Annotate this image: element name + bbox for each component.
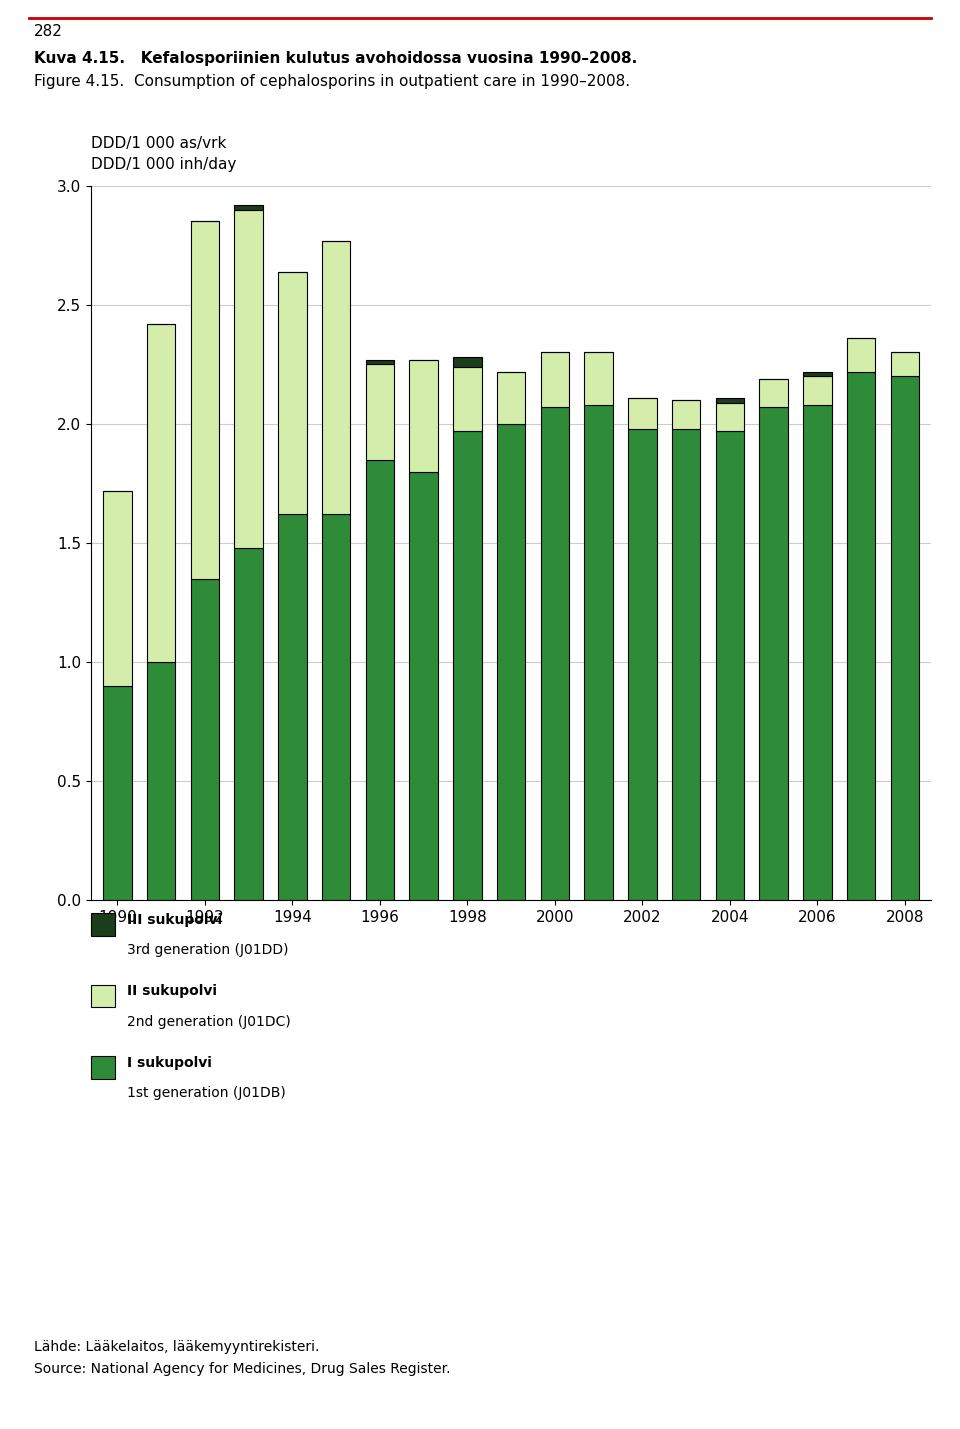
Bar <box>322 240 350 514</box>
Text: DDD/1 000 inh/day: DDD/1 000 inh/day <box>91 157 236 171</box>
Bar <box>716 403 744 432</box>
Bar <box>716 432 744 900</box>
Bar <box>366 364 395 460</box>
Text: 1st generation (J01DB): 1st generation (J01DB) <box>127 1086 285 1100</box>
Bar <box>891 376 919 900</box>
Bar <box>410 472 438 900</box>
Bar <box>759 407 788 900</box>
Text: Figure 4.15.  Consumption of cephalosporins in outpatient care in 1990–2008.: Figure 4.15. Consumption of cephalospori… <box>34 74 630 89</box>
Bar <box>322 514 350 900</box>
Bar <box>234 547 263 900</box>
Bar <box>672 400 701 429</box>
Bar <box>585 404 612 900</box>
Bar <box>847 372 876 900</box>
Bar <box>366 360 395 364</box>
Bar <box>191 221 219 579</box>
Text: I sukupolvi: I sukupolvi <box>127 1056 211 1070</box>
Bar <box>759 379 788 407</box>
Bar <box>497 424 525 900</box>
Bar <box>234 210 263 547</box>
Bar <box>453 432 482 900</box>
Text: 282: 282 <box>34 24 62 39</box>
Text: 2nd generation (J01DC): 2nd generation (J01DC) <box>127 1015 291 1029</box>
Bar <box>540 407 569 900</box>
Bar <box>804 404 831 900</box>
Bar <box>366 460 395 900</box>
Bar <box>540 353 569 407</box>
Bar <box>628 397 657 429</box>
Bar <box>672 429 701 900</box>
Text: Source: National Agency for Medicines, Drug Sales Register.: Source: National Agency for Medicines, D… <box>34 1362 450 1376</box>
Text: III sukupolvi: III sukupolvi <box>127 913 222 927</box>
Bar <box>804 372 831 376</box>
Bar <box>410 360 438 472</box>
Bar <box>847 339 876 372</box>
Text: 3rd generation (J01DD): 3rd generation (J01DD) <box>127 943 288 957</box>
Bar <box>716 397 744 403</box>
Bar <box>628 429 657 900</box>
Bar <box>453 367 482 432</box>
Bar <box>497 372 525 424</box>
Bar <box>278 514 306 900</box>
Bar <box>804 376 831 404</box>
Bar <box>104 490 132 686</box>
Text: II sukupolvi: II sukupolvi <box>127 985 217 999</box>
Text: DDD/1 000 as/vrk: DDD/1 000 as/vrk <box>91 136 227 150</box>
Bar <box>147 324 176 662</box>
Bar <box>278 272 306 514</box>
Text: Kuva 4.15.   Kefalosporiinien kulutus avohoidossa vuosina 1990–2008.: Kuva 4.15. Kefalosporiinien kulutus avoh… <box>34 51 636 66</box>
Bar <box>147 662 176 900</box>
Bar <box>453 357 482 367</box>
Bar <box>585 353 612 404</box>
Bar <box>191 579 219 900</box>
Text: Lähde: Lääkelaitos, lääkemyyntirekisteri.: Lähde: Lääkelaitos, lääkemyyntirekisteri… <box>34 1340 319 1355</box>
Bar <box>234 204 263 210</box>
Bar <box>104 686 132 900</box>
Bar <box>891 353 919 376</box>
